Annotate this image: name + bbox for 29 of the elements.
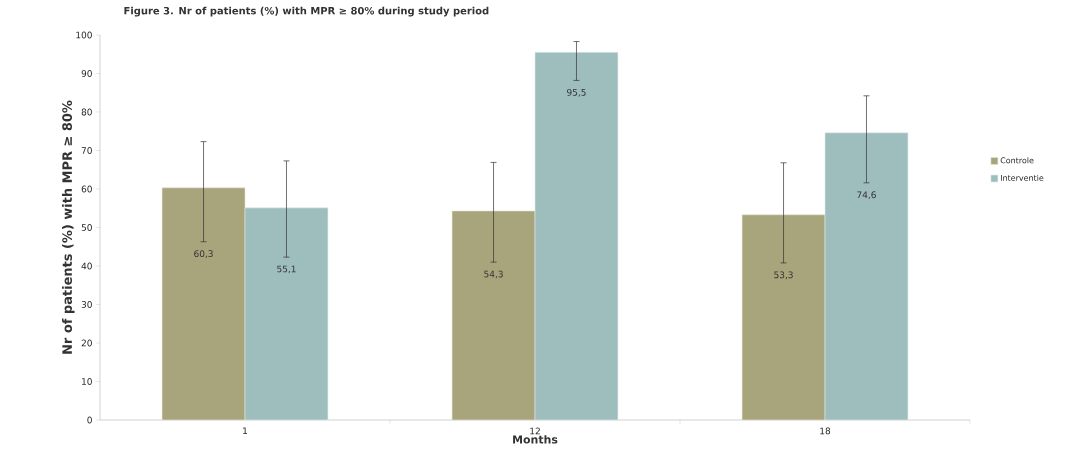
y-tick-label: 80 (81, 108, 92, 116)
y-tick-label: 20 (81, 339, 92, 347)
x-tick-label: 1 (243, 427, 248, 435)
y-tick-label: 40 (81, 262, 92, 270)
data-label: 55,1 (277, 265, 296, 274)
data-label: 74,6 (857, 191, 876, 200)
bar (244, 207, 329, 421)
y-tick-label: 50 (81, 224, 92, 231)
data-label: 54,3 (484, 270, 503, 279)
data-label: 53,3 (774, 271, 793, 280)
x-tick-label: 18 (820, 427, 831, 435)
bar (451, 210, 536, 421)
y-tick-label: 90 (81, 70, 92, 77)
y-tick-label: 30 (81, 301, 92, 308)
data-label: 60,3 (194, 250, 213, 258)
y-tick-label: 100 (76, 31, 92, 39)
y-axis-title: Nr of patients (%) with MPR ≥ 80% (61, 100, 75, 354)
y-tick-label: 0 (87, 416, 92, 424)
chart-title: Figure 3. Nr of patients (%) with MPR ≥ 80% during study period (124, 6, 489, 17)
bar (534, 52, 619, 421)
data-label: 95,5 (567, 88, 586, 97)
bar (161, 187, 246, 421)
bar (741, 214, 826, 421)
x-tick-label: 12 (530, 427, 540, 435)
x-axis-title: Months (513, 435, 558, 444)
y-tick-label: 10 (82, 378, 92, 385)
y-tick-label: 60 (81, 185, 92, 193)
bar (824, 132, 909, 421)
y-tick-label: 70 (81, 147, 92, 154)
